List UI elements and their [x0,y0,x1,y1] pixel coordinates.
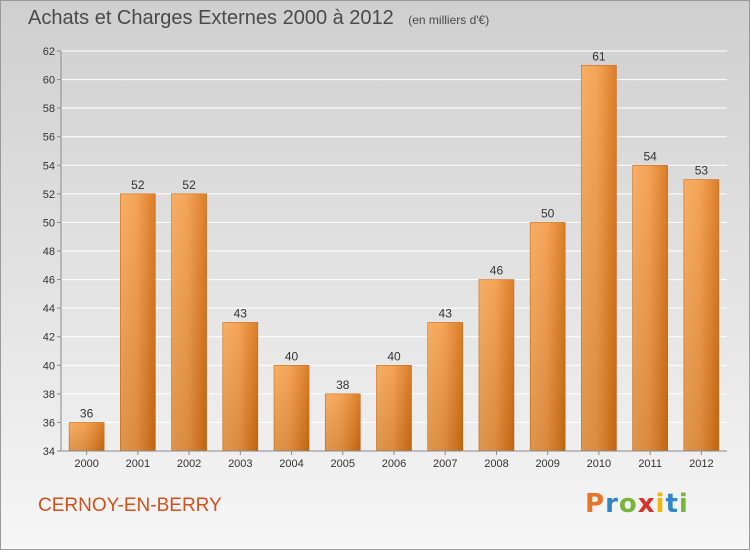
logo-letter: i [678,489,689,519]
axes [57,50,727,455]
proxiti-logo: Proxiti [585,489,689,519]
x-tick-label-2002: 2002 [177,458,201,470]
y-tick-label-34: 34 [43,446,55,458]
x-tick-label-2008: 2008 [484,458,508,470]
y-tick-label-56: 56 [43,132,55,144]
bar-shade-2003 [222,322,258,451]
y-tick-label-54: 54 [43,160,55,172]
x-tick-label-2010: 2010 [587,458,611,470]
chart-unit: (en milliers d'€) [408,13,490,27]
x-tick-label-2005: 2005 [331,458,355,470]
y-tick-label-48: 48 [43,246,55,258]
x-tick-label-2011: 2011 [638,458,662,470]
value-label-2012: 53 [695,164,709,178]
value-label-2007: 43 [439,306,453,320]
y-tick-label-58: 58 [43,103,55,115]
bar-shade-2006 [376,365,412,451]
logo-letter: r [605,489,619,519]
x-tick-label-2006: 2006 [382,458,406,470]
bar-shade-2007 [427,322,463,451]
y-tick-label-36: 36 [43,417,55,429]
value-label-2009: 50 [541,206,555,220]
bar-shade-2012 [683,179,719,452]
value-label-2001: 52 [131,178,145,192]
bar-shade-2008 [478,279,514,451]
bar-shade-2009 [530,222,566,451]
logo-letter: P [585,489,606,519]
chart-title: Achats et Charges Externes 2000 à 2012 [28,7,394,29]
bar-shade-2001 [120,193,156,451]
y-tick-label-60: 60 [43,75,55,87]
x-tick-label-2009: 2009 [535,458,559,470]
bar-shade-2000 [69,422,105,451]
y-tick-label-44: 44 [43,303,55,315]
value-label-2011: 54 [643,149,657,163]
logo-letter: t [665,489,679,519]
y-tick-label-50: 50 [43,217,55,229]
value-label-2005: 38 [336,378,350,392]
x-tick-label-2001: 2001 [126,458,150,470]
logo-letter: x [637,489,656,519]
value-label-2002: 52 [182,178,196,192]
title-row: Achats et Charges Externes 2000 à 2012 (… [28,7,489,30]
logo-letter: i [655,489,666,519]
value-label-2000: 36 [80,406,94,420]
y-tick-label-42: 42 [43,332,55,344]
value-label-2006: 40 [387,349,401,363]
value-label-2003: 43 [234,306,248,320]
value-label-2008: 46 [490,264,504,278]
value-label-2004: 40 [285,349,299,363]
logo-letter: o [618,489,638,519]
commune-name: CERNOY-EN-BERRY [38,495,222,516]
x-tick-label-2012: 2012 [689,458,713,470]
y-tick-label-52: 52 [43,189,55,201]
value-label-2010: 61 [592,49,606,63]
y-tick-label-62: 62 [43,46,55,58]
x-tick-label-2004: 2004 [279,458,303,470]
y-tick-label-40: 40 [43,360,55,372]
labels: 34 36 38 40 42 44 46 48 50 52 54 56 58 60 62 36 2000 52 20… [43,46,714,470]
bars [68,64,720,452]
y-tick-label-46: 46 [43,275,55,287]
bar-shade-2011 [632,165,668,452]
bar-shade-2010 [581,65,617,452]
x-tick-label-2000: 2000 [74,458,98,470]
x-tick-label-2007: 2007 [433,458,457,470]
bar-shade-2005 [325,393,361,451]
bar-shade-2004 [274,365,310,451]
bar-shade-2002 [171,193,207,451]
y-tick-label-38: 38 [43,389,55,401]
x-tick-label-2003: 2003 [228,458,252,470]
